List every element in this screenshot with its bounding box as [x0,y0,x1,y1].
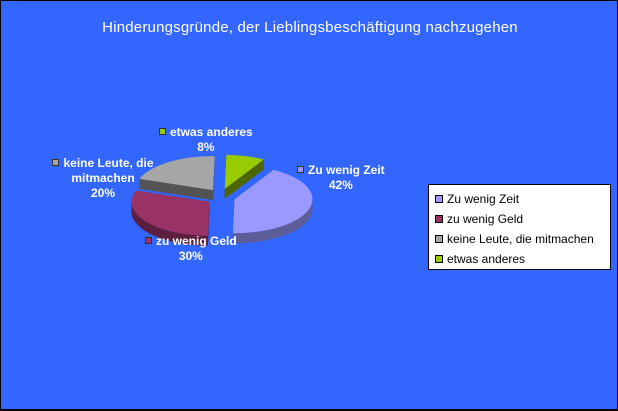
chart-title: Hinderungsgründe, der Lieblingsbeschäfti… [102,19,518,36]
pie-slice-top [232,169,313,234]
slice-label-name: zu wenig Geld [156,234,237,248]
legend-label: Zu wenig Zeit [447,192,520,206]
legend-swatch [435,235,443,243]
pie-slice-wall [213,156,215,201]
slice-label-value: 42% [328,178,353,192]
legend-swatch [435,255,443,263]
slice-label-name: keine Leute, die mitmachen [63,156,154,185]
slice-label-name: Zu wenig Zeit [308,163,385,177]
slice-label-name: etwas anderes [170,125,253,139]
pie-slice-side [131,201,208,246]
pie-slice-top [139,156,215,191]
pie-slice-side [232,199,313,244]
slice-label-swatch [145,237,152,244]
legend-item: zu wenig Geld [429,209,610,229]
chart-legend: Zu wenig Zeit zu wenig Geld keine Leute,… [428,184,611,270]
slice-label-value: 8% [197,140,215,154]
legend-swatch [435,195,443,203]
slice-label-swatch [52,159,60,166]
legend-swatch [435,215,443,223]
pie-slice-keine-leute-die-mitmachen [139,156,215,201]
pie-slice-wall [207,201,210,246]
pie-slice-zu-wenig-zeit [232,169,313,244]
slice-label-keine-leute: keine Leute, die mitmachen 20% [45,156,161,201]
legend-label: etwas anderes [447,252,526,266]
pie-slice-top [224,154,264,189]
legend-label: zu wenig Geld [447,212,524,226]
slice-label-value: 30% [178,249,203,263]
slice-label-swatch [159,128,166,135]
slice-label-etwas-anderes: etwas anderes 8% [159,125,253,155]
pie-slice-etwas-anderes [224,154,264,199]
legend-item: keine Leute, die mitmachen [429,229,610,249]
pie-slice-zu-wenig-geld [131,190,210,246]
pie-slice-wall [139,178,214,201]
pie-slice-top [131,190,210,236]
slice-label-swatch [297,166,304,173]
legend-item: Zu wenig Zeit [429,189,610,209]
legend-label: keine Leute, die mitmachen [447,232,594,246]
legend-item: etwas anderes [429,249,610,269]
pie-slice-wall [224,159,264,199]
slice-label-zu-wenig-zeit: Zu wenig Zeit 42% [297,163,385,193]
slice-label-value: 20% [90,186,116,200]
slice-label-zu-wenig-geld: zu wenig Geld 30% [145,234,237,264]
